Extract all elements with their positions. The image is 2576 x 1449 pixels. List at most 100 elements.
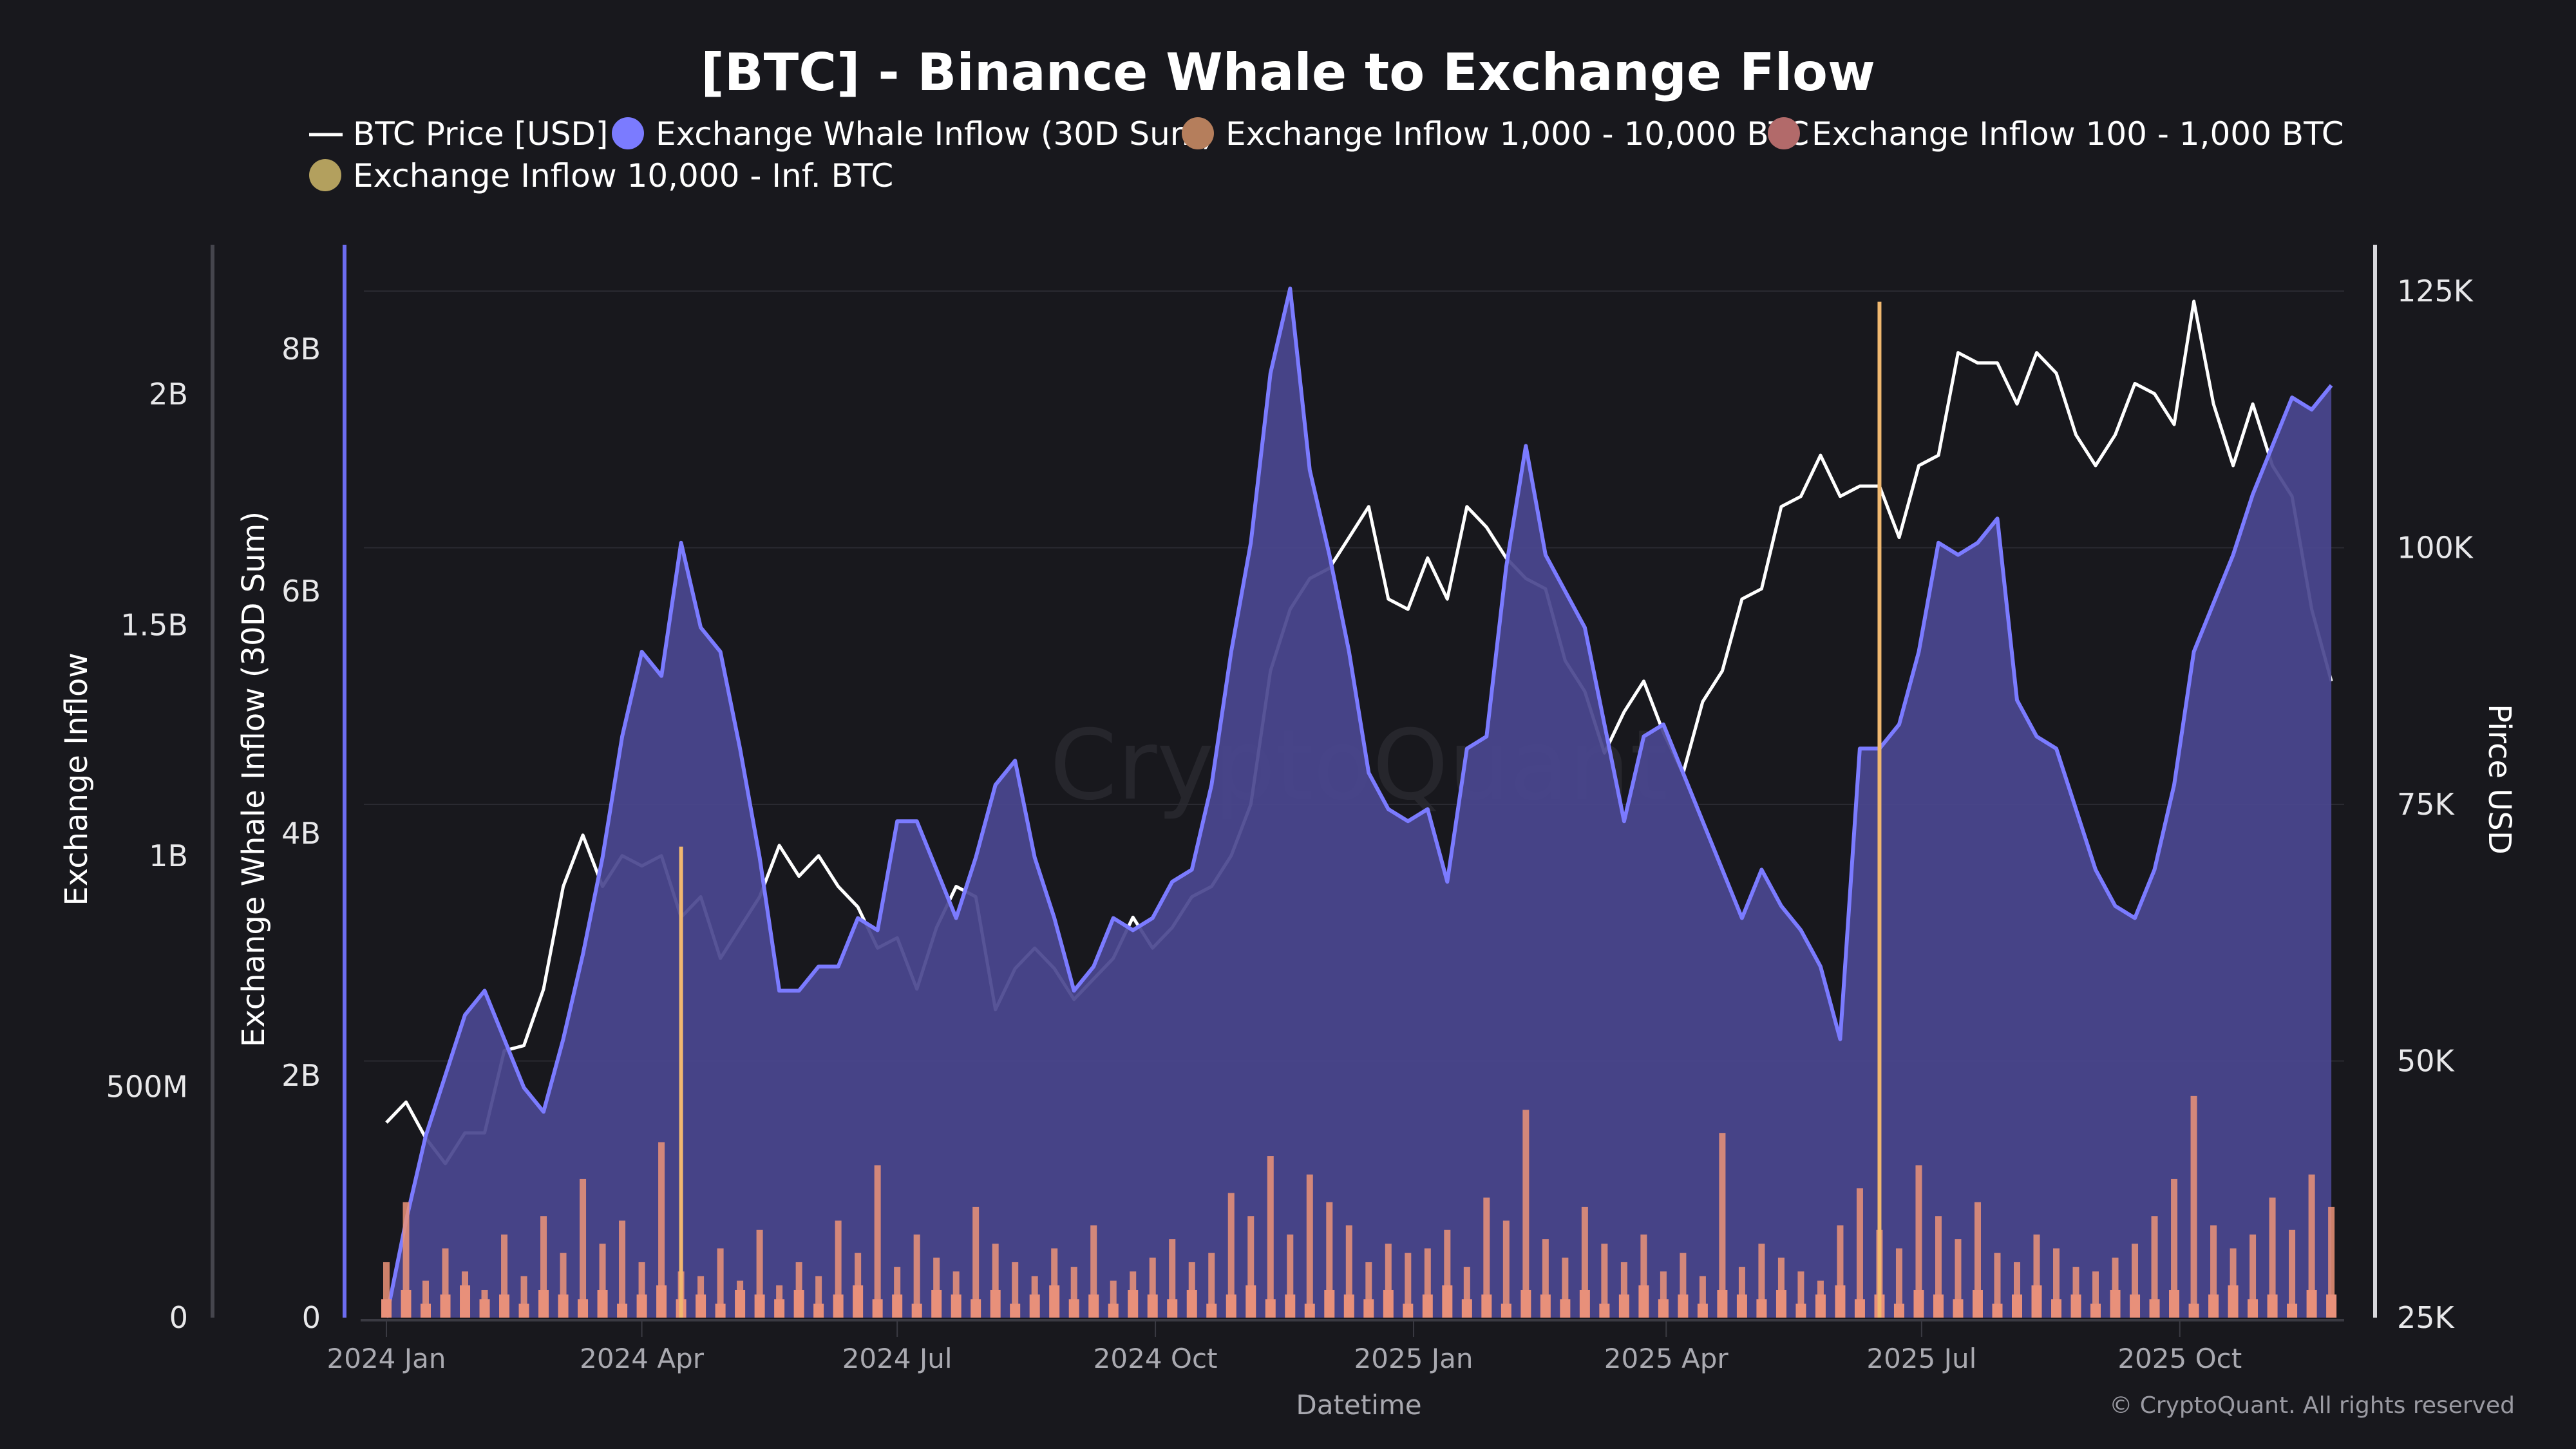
bar-inflow-100-1k bbox=[911, 1303, 922, 1318]
bar-inflow-100-1k bbox=[421, 1303, 431, 1318]
bar-inflow-1k-10k bbox=[1562, 1257, 1569, 1318]
bar-inflow-100-1k bbox=[2326, 1294, 2337, 1318]
bar-inflow-100-1k bbox=[578, 1299, 589, 1318]
bar-inflow-100-1k bbox=[440, 1294, 451, 1318]
y-tick-exchange-inflow: 1.5B bbox=[120, 608, 188, 643]
bar-inflow-1k-10k bbox=[2289, 1229, 2296, 1318]
bar-inflow-100-1k bbox=[2149, 1299, 2160, 1318]
legend-item: Exchange Inflow 100 - 1,000 BTC bbox=[1768, 115, 2344, 153]
bar-inflow-100-1k bbox=[1835, 1285, 1846, 1318]
bar-inflow-100-1k bbox=[1383, 1289, 1394, 1318]
bar-inflow-1k-10k bbox=[717, 1248, 724, 1318]
bar-inflow-100-1k bbox=[2248, 1299, 2259, 1318]
bar-inflow-100-1k bbox=[2208, 1294, 2219, 1318]
y-tick-price: 25K bbox=[2397, 1300, 2456, 1335]
bar-inflow-1k-10k bbox=[2190, 1095, 2197, 1318]
bar-inflow-100-1k bbox=[1560, 1299, 1571, 1318]
bar-inflow-100-1k bbox=[951, 1294, 961, 1318]
bar-inflow-1k-10k bbox=[835, 1220, 842, 1318]
bar-inflow-100-1k bbox=[1501, 1303, 1511, 1318]
bar-inflow-1k-10k bbox=[1660, 1271, 1667, 1318]
bar-inflow-1k-10k bbox=[1169, 1239, 1176, 1318]
bar-inflow-100-1k bbox=[1658, 1299, 1669, 1318]
bar-inflow-1k-10k bbox=[501, 1234, 508, 1318]
y-tick-price: 50K bbox=[2397, 1044, 2456, 1079]
bar-inflow-100-1k bbox=[1147, 1294, 1158, 1318]
bar-inflow-100-1k bbox=[1854, 1299, 1865, 1318]
bar-inflow-100-1k bbox=[1068, 1299, 1079, 1318]
y-axis-label-exchange-inflow: Exchange Inflow bbox=[59, 652, 95, 905]
bar-inflow-100-1k bbox=[2169, 1289, 2180, 1318]
bar-inflow-100-1k bbox=[1049, 1285, 1060, 1318]
y-tick-price: 75K bbox=[2397, 787, 2456, 822]
bar-inflow-100-1k bbox=[1324, 1289, 1335, 1318]
bar-inflow-100-1k bbox=[636, 1294, 647, 1318]
bar-inflow-1k-10k bbox=[1758, 1244, 1765, 1318]
bar-inflow-1k-10k bbox=[913, 1234, 920, 1318]
bar-inflow-1k-10k bbox=[2033, 1234, 2040, 1318]
bar-inflow-1k-10k bbox=[560, 1253, 567, 1318]
bar-inflow-1k-10k bbox=[1719, 1133, 1726, 1318]
bar-inflow-100-1k bbox=[892, 1294, 903, 1318]
y-axis-label-price: Pirce USD bbox=[2481, 704, 2517, 855]
bar-inflow-100-1k bbox=[1678, 1294, 1689, 1318]
y-tick-whale-inflow: 6B bbox=[281, 574, 321, 609]
bar-inflow-1k-10k bbox=[1502, 1220, 1510, 1318]
bar-inflow-100-1k bbox=[1697, 1303, 1708, 1318]
bar-inflow-1k-10k bbox=[1699, 1276, 1706, 1318]
bar-inflow-100-1k bbox=[1599, 1303, 1610, 1318]
x-tick-label: 2025 Jul bbox=[1866, 1343, 1976, 1374]
bar-inflow-1k-10k bbox=[1424, 1248, 1431, 1318]
bar-inflow-100-1k bbox=[1206, 1303, 1217, 1318]
bar-inflow-100-1k bbox=[656, 1285, 667, 1318]
bar-inflow-1k-10k bbox=[2308, 1174, 2315, 1318]
bar-inflow-100-1k bbox=[1442, 1285, 1453, 1318]
legend-item: Exchange Whale Inflow (30D Sum) bbox=[612, 115, 1214, 153]
bar-inflow-100-1k bbox=[1893, 1303, 1904, 1318]
bar-inflow-100-1k bbox=[1285, 1294, 1296, 1318]
y-tick-price: 125K bbox=[2397, 274, 2474, 308]
bar-inflow-1k-10k bbox=[520, 1276, 527, 1318]
legend: BTC Price [USD] Exchange Whale Inflow (30… bbox=[309, 115, 2344, 194]
bar-inflow-1k-10k bbox=[2171, 1179, 2178, 1318]
bar-inflow-1k-10k bbox=[2112, 1257, 2119, 1318]
bar-inflow-100-1k bbox=[774, 1299, 785, 1318]
axes: 0 500M 1B 1.5B 2B 0 2B 4B 6B 8B 25K 50K 75K 100K 125K 2… bbox=[106, 245, 2474, 1374]
bar-inflow-1k-10k bbox=[1856, 1188, 1863, 1318]
bar-inflow-100-1k bbox=[1972, 1289, 1983, 1318]
legend-label: BTC Price [USD] bbox=[353, 115, 608, 153]
bar-inflow-100-1k bbox=[931, 1289, 942, 1318]
bar-inflow-1k-10k bbox=[1051, 1248, 1058, 1318]
bar-inflow-100-1k bbox=[538, 1289, 549, 1318]
bar-inflow-1k-10k bbox=[1915, 1165, 1922, 1318]
bar-inflow-100-1k bbox=[2090, 1303, 2101, 1318]
bar-inflow-100-1k bbox=[2051, 1299, 2062, 1318]
bar-inflow-1k-10k bbox=[2230, 1248, 2237, 1318]
bar-inflow-1k-10k bbox=[1974, 1202, 1981, 1318]
bar-inflow-1k-10k bbox=[874, 1165, 881, 1318]
bar-inflow-100-1k bbox=[1403, 1303, 1414, 1318]
bar-inflow-1k-10k bbox=[2072, 1267, 2079, 1318]
bar-inflow-100-1k bbox=[754, 1294, 765, 1318]
bar-inflow-1k-10k bbox=[2151, 1216, 2158, 1318]
x-tick-label: 2024 Apr bbox=[580, 1343, 705, 1374]
bar-inflow-100-1k bbox=[2070, 1294, 2081, 1318]
y-tick-exchange-inflow: 1B bbox=[149, 838, 188, 873]
bar-inflow-1k-10k bbox=[1542, 1239, 1549, 1318]
bar-inflow-1k-10k bbox=[2132, 1244, 2139, 1318]
y-tick-price: 100K bbox=[2397, 531, 2474, 565]
bar-inflow-100-1k bbox=[1520, 1289, 1531, 1318]
x-tick-label: 2024 Oct bbox=[1094, 1343, 1218, 1374]
bar-inflow-1k-10k bbox=[1149, 1257, 1156, 1318]
bar-inflow-1k-10k bbox=[756, 1229, 763, 1318]
y-tick-whale-inflow: 2B bbox=[281, 1058, 321, 1093]
bar-inflow-1k-10k bbox=[1090, 1225, 1097, 1318]
bar-inflow-1k-10k bbox=[1601, 1244, 1608, 1318]
bar-inflow-1k-10k bbox=[2249, 1234, 2257, 1318]
bar-inflow-100-1k bbox=[2267, 1294, 2278, 1318]
bar-inflow-100-1k bbox=[1638, 1285, 1649, 1318]
bar-inflow-100-1k bbox=[696, 1294, 706, 1318]
x-tick-label: 2025 Oct bbox=[2117, 1343, 2242, 1374]
y-tick-whale-inflow: 0 bbox=[302, 1300, 321, 1335]
